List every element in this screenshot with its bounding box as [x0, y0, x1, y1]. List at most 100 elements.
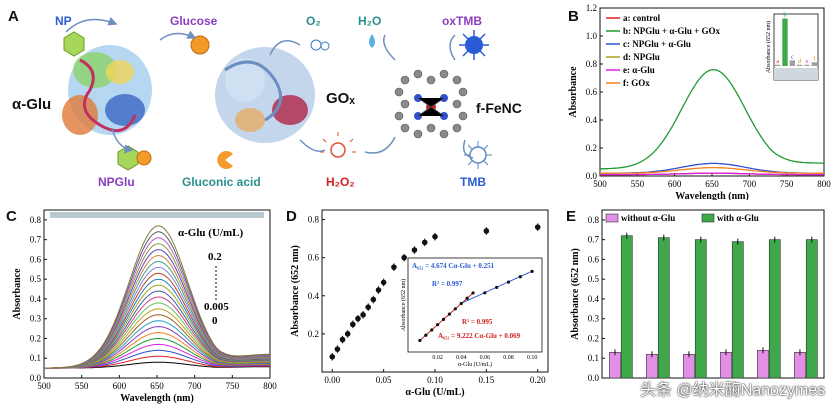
- legend-swatch: [605, 213, 619, 223]
- annotation-title: α-Glu (U/mL): [178, 227, 243, 239]
- y-tick-label: 0.3: [588, 314, 600, 324]
- y-tick-label: 0.8: [588, 215, 600, 225]
- gox-protein-icon: [215, 47, 315, 143]
- y-tick-label: 0.2: [586, 143, 597, 153]
- bar-0-2: [683, 353, 695, 379]
- label-o2: O₂: [306, 14, 321, 28]
- inset-photo-strip: [774, 68, 818, 80]
- x-tick-label: 0.15: [478, 375, 494, 385]
- inset-point: [447, 312, 452, 316]
- inset-bar-label: d: [798, 59, 801, 65]
- label-alpha-glu: α-Glu: [12, 96, 52, 113]
- y-tick-label: 1.0: [586, 31, 598, 41]
- inset-fit-red: [419, 292, 474, 341]
- y-tick-label: 0.8: [308, 215, 320, 225]
- label-h2o: H₂O: [358, 14, 382, 28]
- x-tick-label: 550: [75, 381, 89, 391]
- inset-bar: [789, 60, 795, 66]
- x-tick-label: 650: [705, 179, 719, 189]
- x-tick-label: 0.10: [427, 375, 443, 385]
- label-gox: GOₓ: [326, 90, 355, 107]
- y-tick-label: 0.4: [30, 294, 42, 304]
- legend-label: f: GOx: [623, 78, 650, 88]
- inset-point: [430, 328, 434, 332]
- y-tick-label: 0.8: [30, 215, 42, 225]
- panel-c-label: C: [6, 208, 17, 225]
- inset-point: [506, 280, 511, 284]
- y-tick-label: 0.3: [30, 314, 42, 324]
- inset-bar: [797, 64, 803, 66]
- bar-0-3: [720, 352, 732, 379]
- inset-point: [465, 296, 469, 300]
- y-tick-label: 0.6: [30, 254, 42, 264]
- legend-label: with α-Glu: [717, 213, 759, 223]
- inset-x-tick: 0.04: [456, 355, 467, 361]
- x-axis-label: α-Glu (U/mL): [405, 387, 464, 398]
- y-tick-label: 0.6: [588, 254, 600, 264]
- inset-point: [436, 323, 440, 327]
- tmb-star-icon: [464, 141, 492, 169]
- x-tick-label: 500: [37, 381, 51, 391]
- label-h2o2: H₂O₂: [326, 175, 355, 189]
- y-tick-label: 0.5: [588, 274, 600, 284]
- bar-0-1: [646, 353, 658, 379]
- inset-bar-label: c: [791, 54, 794, 60]
- label-tmb: TMB: [460, 175, 486, 189]
- x-tick-label: 0.00: [324, 375, 340, 385]
- x-tick-label: 0.05: [376, 375, 392, 385]
- series-line-5: [600, 166, 824, 174]
- x-tick-label: 800: [817, 179, 831, 189]
- label-fenc: f-FeNC: [476, 100, 522, 116]
- gluconic-acid-icon: [217, 151, 233, 170]
- x-tick-label: 500: [593, 179, 607, 189]
- inset-x-tick: 0.10: [527, 355, 538, 361]
- o2-bubbles-icon: [310, 39, 330, 51]
- y-axis-label: Absorbance: [12, 268, 23, 320]
- alpha-glu-protein-icon: [62, 45, 152, 135]
- x-axis-label: Wavelength (nm): [120, 393, 194, 404]
- inset-bar: [804, 64, 810, 66]
- y-tick-label: 0.1: [30, 353, 41, 363]
- y-axis-label: Absorbance (652 nm): [570, 248, 581, 340]
- y-axis-label: Absorbance (652 nm): [290, 245, 301, 337]
- series-line-4: [600, 172, 824, 176]
- chart-d: 0.00 0.05 0.10 0.15 0.20 0.2 0.4 0.6 0.8 α-Glu (U…: [290, 209, 549, 398]
- inset-point: [418, 338, 422, 343]
- bar-1-1: [657, 237, 670, 379]
- x-tick-label: 550: [631, 179, 645, 189]
- chart-b: 500 550 600 650 700 750 800 0.0 0.2 0.4 0.6 0.8 1.0 1…: [568, 3, 831, 200]
- inset-point: [495, 285, 499, 290]
- y-tick-label: 0.7: [588, 235, 600, 245]
- legend-label: a: control: [623, 13, 661, 23]
- inset-bar-label: a: [776, 59, 779, 65]
- x-tick-label: 800: [263, 381, 277, 391]
- y-tick-label: 0.6: [586, 87, 598, 97]
- inset-x-tick: 0.06: [480, 355, 491, 361]
- label-npglu: NPGlu: [98, 175, 135, 189]
- y-tick-label: 0.1: [588, 353, 599, 363]
- inset-point: [530, 269, 534, 273]
- series-line-20: [43, 243, 270, 369]
- inset-bar-label: e: [806, 59, 809, 65]
- inset-bar-label: b: [784, 13, 787, 19]
- photo-strip: [50, 212, 264, 218]
- panel-a-label: A: [8, 8, 19, 25]
- y-tick-label: 0.2: [588, 333, 599, 343]
- y-tick-label: 0.8: [586, 59, 598, 69]
- y-tick-label: 0.0: [586, 171, 598, 181]
- inset-r2-red: R² = 0.995: [462, 318, 493, 326]
- annotation-top: 0.2: [208, 251, 222, 263]
- np-hexagon-icon: [63, 31, 85, 57]
- oxtmb-star-icon: [459, 30, 489, 60]
- label-glucose: Glucose: [170, 14, 218, 28]
- bar-1-0: [620, 235, 633, 379]
- inset-x-label: α-Glu (U/mL): [458, 361, 492, 368]
- inset-y-label: Absorbance (652 nm): [400, 279, 407, 331]
- y-tick-label: 0.4: [308, 291, 320, 301]
- x-tick-label: 600: [668, 179, 682, 189]
- legend-label: without α-Glu: [621, 213, 675, 223]
- series-line-18: [43, 254, 270, 369]
- watermark: 头条 @纳米酶Nanozymes: [640, 382, 826, 399]
- inset-eq-blue: A₆₅₂ = 4.674 Cα-Glu + 0.251: [412, 262, 495, 270]
- y-tick-label: 0.0: [588, 373, 600, 383]
